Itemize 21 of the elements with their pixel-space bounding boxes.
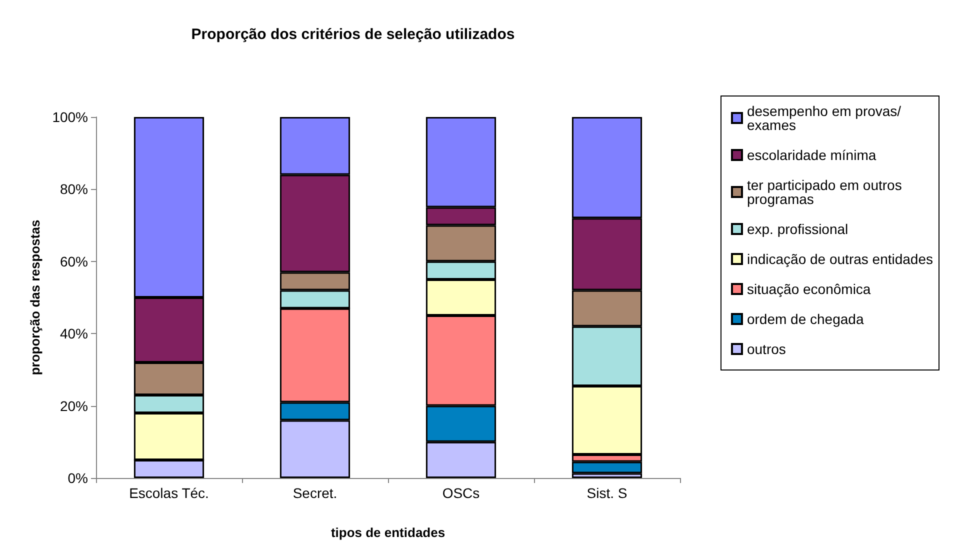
y-axis-title: proporção das respostas: [27, 220, 42, 376]
legend-label: indicação de outras entidades: [746, 251, 934, 267]
legend-label: situação econômica: [746, 281, 871, 297]
x-tick-label: Sist. S: [586, 485, 628, 501]
y-tick-label: 20%: [60, 398, 88, 414]
legend-label: outros: [746, 341, 786, 357]
legend-label: ter participado em outros programas: [746, 177, 906, 207]
y-tick-label: 40%: [60, 326, 88, 342]
y-tick-label: 60%: [60, 253, 88, 270]
legend-label: escolaridade mínima: [746, 147, 876, 163]
legend-label: exp. profissional: [746, 221, 848, 237]
x-tick-label: OSCs: [442, 485, 480, 501]
x-tick-label: Secret.: [292, 485, 338, 501]
y-tick-label: 80%: [60, 181, 88, 198]
legend-label: desempenho em provas/exames: [746, 103, 902, 133]
y-tick-label: 100%: [52, 109, 88, 125]
x-tick-label: Escolas Téc.: [129, 485, 209, 501]
x-axis-title: tipos de entidades: [330, 525, 446, 540]
legend-label: ordem de chegada: [746, 311, 864, 327]
y-tick-label: 0%: [68, 470, 88, 486]
chart-title: Proporção dos critérios de seleção utilizados: [191, 26, 515, 43]
